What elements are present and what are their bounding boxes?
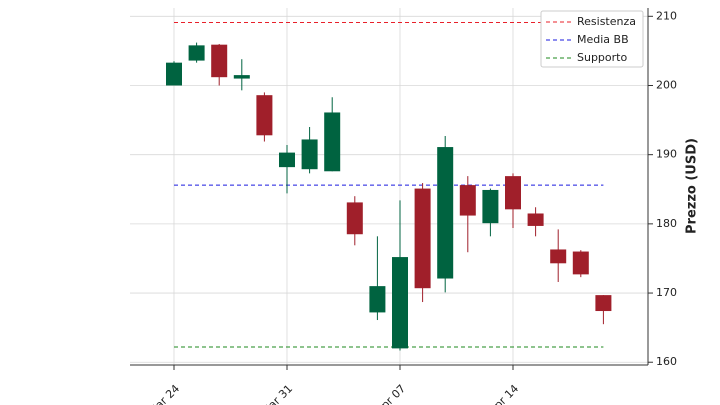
candle-body — [369, 286, 386, 313]
legend-label: Resistenza — [577, 15, 636, 28]
candle-body — [414, 188, 431, 289]
legend-box — [540, 10, 644, 68]
y-tick-label: 170 — [656, 286, 677, 299]
candle-body — [482, 189, 499, 224]
candle-body — [166, 62, 182, 86]
candle-body — [505, 176, 521, 210]
x-tick-label: Apr 07 — [373, 382, 408, 405]
y-tick-label: 210 — [656, 9, 677, 22]
x-tick-label: Mar 31 — [259, 382, 295, 405]
legend: Resistenza Media BB Supporto — [540, 10, 644, 68]
y-tick-label: 200 — [656, 78, 677, 91]
candle-body — [550, 249, 567, 264]
legend-label: Supporto — [577, 51, 627, 64]
x-tick-label: Mar 24 — [146, 382, 182, 405]
candle-body — [595, 295, 612, 312]
candle-body — [392, 257, 408, 349]
candle-body — [256, 95, 273, 136]
y-axis-label: Prezzo (USD) — [685, 138, 700, 234]
candle-body — [188, 45, 205, 61]
candle-body — [211, 44, 228, 78]
candle-body — [301, 139, 318, 170]
candle-body — [527, 213, 544, 226]
candle-body — [346, 202, 363, 235]
candle-body — [437, 147, 454, 279]
candle-body — [572, 251, 589, 275]
legend-label: Media BB — [577, 33, 629, 46]
y-tick-label: 190 — [656, 148, 677, 161]
candle-body — [324, 112, 341, 172]
candle-body — [459, 185, 476, 216]
y-tick-label: 180 — [656, 217, 677, 230]
candle-body — [279, 152, 295, 168]
y-tick-label: 160 — [656, 355, 677, 368]
x-tick-label: Apr 14 — [486, 382, 521, 405]
candle-body — [233, 75, 250, 79]
